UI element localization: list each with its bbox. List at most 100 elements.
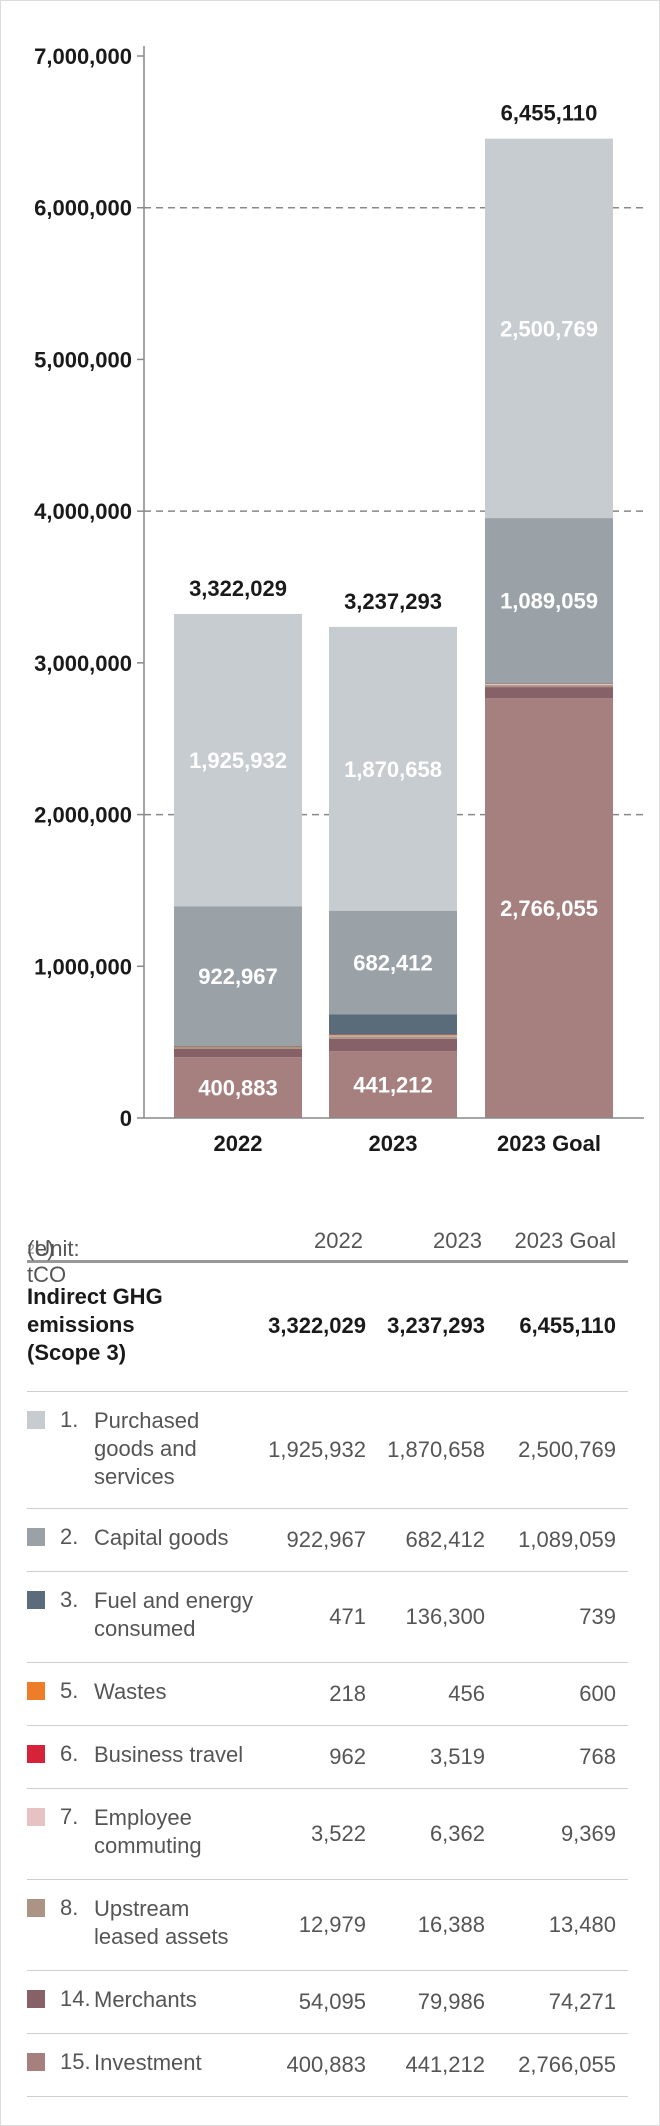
row-label: Indirect GHG emissions (Scope 3) [27,1284,163,1365]
legend-swatch [27,1745,45,1763]
row-value: 739 [579,1604,616,1629]
table-row: 14. Merchants 54,095 79,986 74,271 [27,1971,628,2034]
table-row: 15. Investment 400,883 441,212 2,766,055 [27,2034,628,2097]
legend-swatch [27,1591,45,1609]
data-label: 1,089,059 [500,589,598,614]
bar-segment [485,518,613,684]
row-label: Fuel and energy consumed [94,1588,253,1641]
row-value: 218 [329,1681,366,1706]
row-value: 600 [579,1681,616,1706]
col-header-2023-goal: 2023 Goal [514,1228,616,1253]
row-value: 456 [448,1681,485,1706]
bar-segment [329,910,457,1015]
data-label: 2,500,769 [500,316,598,341]
row-value: 400,883 [286,2052,366,2077]
data-label: 441,212 [353,1073,433,1098]
bar-segment [485,138,613,519]
bar-segment [329,626,457,911]
row-value: 9,369 [560,1821,616,1846]
row-number: 14. [60,1986,91,2011]
row-value: 2,500,769 [518,1437,616,1462]
x-tick-label: 2023 [369,1131,418,1156]
row-value: 962 [329,1744,366,1769]
x-tick-label: 2022 [214,1131,263,1156]
bar-segment [329,1051,457,1118]
data-label: 1,870,658 [344,757,442,782]
y-tick-label: 6,000,000 [34,196,132,221]
row-value: 136,300 [405,1604,485,1629]
legend-swatch [27,1682,45,1700]
y-tick-label: 4,000,000 [34,499,132,524]
bar-segment [174,614,302,907]
bar-segment [174,1048,302,1058]
bar-segment [174,906,302,1047]
row-number: 3. [60,1587,79,1612]
data-label: 682,412 [353,950,433,975]
bar-segment [485,685,613,688]
row-label: Purchased goods and services [94,1408,200,1489]
row-value: 1,870,658 [387,1437,485,1462]
row-number: 1. [60,1407,79,1432]
table-row: 6. Business travel 962 3,519 768 [27,1726,628,1789]
row-value: 471 [329,1604,366,1629]
col-header-2023: 2023 [433,1228,482,1253]
legend-swatch [27,2053,45,2071]
total-label: 3,322,029 [189,576,287,601]
row-value: 3,237,293 [387,1313,485,1338]
bar-segment [485,683,613,686]
bar-segment [329,1035,457,1037]
row-value: 12,979 [298,1912,366,1937]
bar-segment [174,1047,302,1049]
row-number: 5. [60,1678,79,1703]
table-row: 3. Fuel and energy consumed 471 136,300 739 [27,1572,628,1663]
stacked-bar-chart: 0 1,000,000 2,000,000 3,000,000 4,000,000 5,0… [34,44,644,1156]
row-value: 13,480 [548,1912,616,1937]
legend-swatch [27,1411,45,1429]
legend-swatch [27,1990,45,2008]
total-label: 3,237,293 [344,589,442,614]
table-row: 7. Employee commuting 3,522 6,362 9,369 [27,1789,628,1880]
row-label: Employee commuting [94,1805,202,1858]
row-number: 7. [60,1804,79,1829]
row-value: 3,519 [429,1744,485,1769]
table-row: 8. Upstream leased assets 12,979 16,388 13,4… [27,1880,628,1971]
x-tick-label: 2023 Goal [497,1131,601,1156]
bar-segment [329,1036,457,1039]
y-tick-label: 3,000,000 [34,651,132,676]
row-number: 15. [60,2049,91,2074]
row-value: 768 [579,1744,616,1769]
row-value: 922,967 [286,1527,366,1552]
row-value: 6,362 [429,1821,485,1846]
row-value: 74,271 [548,1989,616,2014]
row-value: 3,522 [310,1821,366,1846]
y-tick-label: 2,000,000 [34,803,132,828]
bar-segment [329,1014,457,1035]
unit-label: (Unit: tCO 2 e) [27,1236,80,1287]
row-value: 682,412 [405,1527,485,1552]
row-label: Business travel [94,1742,244,1767]
row-label: Upstream leased assets [94,1896,229,1949]
bar-segment [485,683,613,684]
row-value: 6,455,110 [519,1313,616,1338]
data-label: 2,766,055 [500,896,598,921]
y-tick-label: 5,000,000 [34,347,132,372]
row-value: 3,322,029 [268,1313,366,1338]
bar-segment [174,1046,302,1047]
row-value: 1,925,932 [268,1437,366,1462]
row-number: 8. [60,1895,79,1920]
total-label: 6,455,110 [501,101,598,126]
bar-segment [485,687,613,699]
legend-swatch [27,1899,45,1917]
row-label: Investment [94,2050,202,2075]
table-row: 5. Wastes 218 456 600 [27,1663,628,1726]
row-value: 54,095 [298,1989,366,2014]
row-value: 1,089,059 [518,1527,616,1552]
row-number: 6. [60,1741,79,1766]
legend-swatch [27,1528,45,1546]
row-label: Merchants [94,1987,197,2012]
data-label: 1,925,932 [189,748,287,773]
table-row: 2. Capital goods 922,967 682,412 1,089,059 [27,1509,628,1572]
legend-swatch [27,1808,45,1826]
table-header: (Unit: tCO 2 e) 2022 2023 2023 Goal [27,1220,628,1287]
col-header-2022: 2022 [314,1228,363,1253]
